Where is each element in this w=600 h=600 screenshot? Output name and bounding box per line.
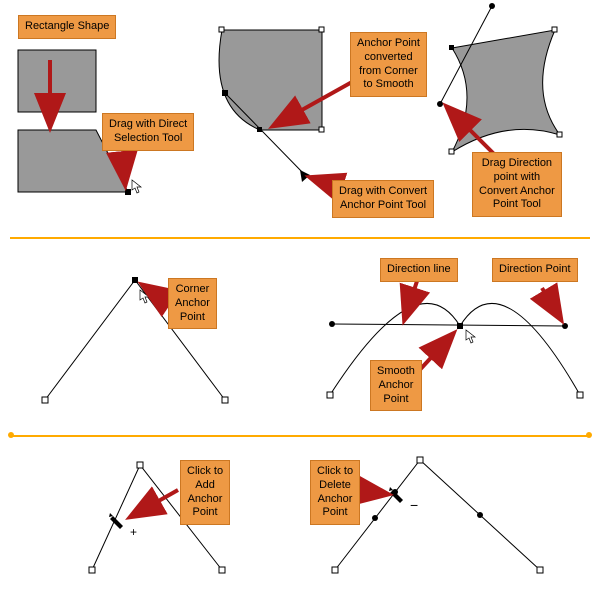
arrow-corner-anchor [144,286,165,300]
handle-s3-a [449,45,454,50]
dir-handle-1a [222,90,228,96]
smooth-curve-path [330,303,580,395]
label-rect-shape: Rectangle Shape [18,15,116,39]
label-direction-line: Direction line [380,258,458,282]
handle-s3-b [552,27,557,32]
handle-add-r [219,567,225,573]
label-drag-direct: Drag with DirectSelection Tool [102,113,194,151]
handle-del-r [537,567,543,573]
handle-sc-apex [457,323,463,329]
extra-pt-3 [477,512,483,518]
cursor-icon-3 [466,330,475,343]
handle-s3-c [557,132,562,137]
plus-icon: + [130,525,137,539]
label-smooth-anchor: SmoothAnchorPoint [370,360,422,411]
minus-icon: − [410,497,418,513]
cursor-icon-1 [132,180,141,193]
dir-handle-3b [562,323,568,329]
handle-sc-l [327,392,333,398]
handle-del-apex [417,457,423,463]
dir-handle-2a [489,3,495,9]
label-anchor-convert: Anchor Pointconvertedfrom Cornerto Smoot… [350,32,427,97]
label-drag-dir: Drag Directionpoint withConvert AnchorPo… [472,152,562,217]
handle-sc-r [577,392,583,398]
label-drag-convert: Drag with ConvertAnchor Point Tool [332,180,434,218]
handle-r2-bl [257,127,262,132]
handle-del-l [332,567,338,573]
handle-v-l [42,397,48,403]
distorted-quad [452,30,560,152]
handle-add-apex [137,462,143,468]
arrow-dir-line [405,278,418,318]
handle-v-apex [132,277,138,283]
handle-r2-br [319,127,324,132]
handle-s3-d [449,149,454,154]
extra-pt-1 [372,515,378,521]
arrow-dir-point [542,288,560,318]
diagram-canvas: + − [0,0,600,600]
arrow-direct-sel [122,152,125,183]
del-v-path [335,460,540,570]
dir-handle-2b [437,101,443,107]
label-click-delete: Click toDeleteAnchorPoint [310,460,360,525]
label-corner-anchor: CornerAnchorPoint [168,278,217,329]
rect-with-curve [219,30,322,130]
pen-icon-add [109,513,123,529]
handle-r2-tl [219,27,224,32]
label-direction-point: Direction Point [492,258,578,282]
label-click-add: Click toAddAnchorPoint [180,460,230,525]
handle-v-r [222,397,228,403]
arrow-click-add [132,490,178,516]
handle-add-l [89,567,95,573]
dir-handle-3a [329,321,335,327]
dir-handle-1b [300,170,310,182]
rectangle-shape-1 [18,50,96,112]
handle-r2-tr [319,27,324,32]
handle-quad-br [125,189,131,195]
